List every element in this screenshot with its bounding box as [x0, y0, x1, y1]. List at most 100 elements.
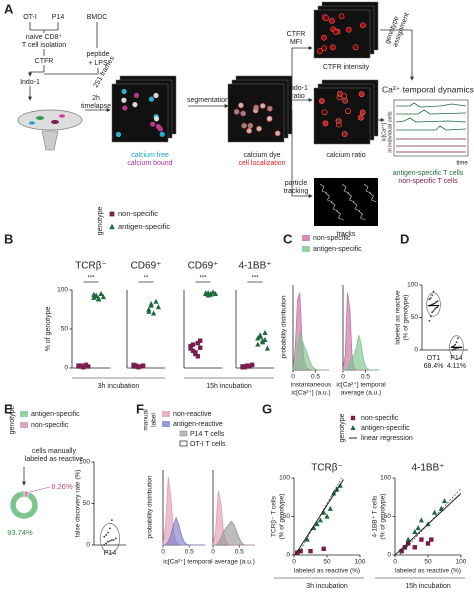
- point: [111, 539, 113, 541]
- label: CTFR intensity: [323, 64, 370, 71]
- point: [140, 363, 146, 368]
- cell: [318, 98, 325, 104]
- y-tick-label: 100: [279, 475, 290, 482]
- y-tick-label: 50: [61, 326, 69, 333]
- significance: ***: [87, 276, 95, 282]
- legend-label: non-specific: [313, 235, 351, 242]
- point: [138, 364, 144, 369]
- label: ic[Ca²⁺]: [380, 122, 387, 141]
- cell: [321, 45, 328, 52]
- x-tick-label: 0: [211, 549, 215, 556]
- y-tick-label: 100: [407, 282, 418, 289]
- track: [363, 183, 372, 194]
- cell: [253, 104, 260, 111]
- mean-label: 4.11%: [447, 363, 466, 370]
- cell: [157, 126, 164, 132]
- cell: [321, 109, 328, 116]
- point: [190, 348, 196, 354]
- point: [311, 525, 317, 531]
- point: [105, 542, 108, 545]
- point: [425, 541, 431, 546]
- y-tick-label: 50: [384, 513, 392, 520]
- point: [436, 306, 439, 308]
- significance: **: [144, 276, 149, 282]
- image-frame: [314, 178, 378, 226]
- cell: [266, 105, 273, 112]
- value-label: 93.74%: [7, 528, 33, 537]
- regression-line: [395, 493, 461, 555]
- cell: [328, 17, 335, 24]
- legend-label: linear regression: [361, 435, 413, 442]
- cell: [323, 15, 330, 22]
- arrows: [30, 22, 414, 198]
- point: [298, 548, 303, 554]
- point: [399, 548, 404, 554]
- label: cell localization: [238, 160, 285, 167]
- point: [114, 537, 117, 540]
- x-tick-label: 100: [355, 559, 366, 566]
- point: [148, 301, 154, 307]
- cell: [322, 120, 329, 127]
- track: [358, 210, 366, 221]
- point: [452, 348, 455, 351]
- label: Ca²⁺ temporal dynamics: [382, 84, 474, 94]
- point: [255, 335, 261, 341]
- y-tick-label: 100: [57, 287, 68, 294]
- value-label: 6.26%: [51, 482, 73, 491]
- cell: [241, 122, 248, 129]
- point: [454, 343, 457, 346]
- point: [83, 362, 89, 368]
- legend-label: antigen-specific: [361, 425, 410, 432]
- label: MFI: [290, 39, 302, 46]
- point: [208, 290, 214, 296]
- point: [405, 541, 411, 546]
- cell: [341, 93, 348, 99]
- track: [336, 210, 344, 221]
- point: [96, 295, 102, 301]
- cell: [335, 118, 342, 124]
- point: [431, 311, 434, 314]
- legend-label: antigen-specific: [118, 222, 170, 231]
- point: [308, 548, 313, 554]
- point: [412, 528, 418, 534]
- x-axis-label: ic[Ca²⁺] temporal average (a.u.): [163, 559, 255, 566]
- point: [133, 364, 139, 369]
- x-tick-label: 100: [456, 559, 467, 566]
- plot-title: TCRβ⁻: [311, 463, 343, 474]
- legend-swatch: [162, 421, 170, 427]
- point: [85, 364, 91, 369]
- x-tick-label: 50: [323, 559, 331, 566]
- point: [264, 345, 270, 351]
- point: [190, 342, 196, 347]
- point: [257, 332, 263, 338]
- track: [319, 183, 328, 194]
- panel-label: B: [4, 231, 13, 246]
- y-tick-label: 0: [86, 542, 90, 549]
- label: CTFR: [287, 31, 306, 38]
- point: [432, 509, 438, 515]
- point: [431, 294, 434, 297]
- cell: [233, 108, 240, 115]
- panel-label: C: [283, 231, 293, 246]
- point: [205, 292, 211, 298]
- legend-label: non-specific: [361, 415, 399, 422]
- point: [418, 517, 424, 523]
- label: in individual cells: [387, 111, 393, 153]
- legend-swatch: [162, 411, 170, 417]
- pie-title: cells manually: [32, 448, 76, 455]
- point: [100, 294, 106, 300]
- point: [432, 290, 435, 293]
- point: [109, 539, 111, 542]
- label: tracking: [284, 188, 309, 195]
- point: [327, 505, 333, 511]
- x-tick-label: 0.5: [361, 374, 370, 381]
- point: [405, 536, 411, 542]
- violin: [449, 335, 464, 360]
- y-axis-label: TCRβ⁻ T cells: [271, 495, 278, 537]
- x-axis-label: ic[Ca²⁺] temporal: [336, 382, 386, 389]
- legend-label: P14 T cells: [190, 431, 225, 438]
- cell: [115, 131, 122, 138]
- point: [103, 544, 106, 546]
- legend-label: non-specific: [118, 209, 158, 218]
